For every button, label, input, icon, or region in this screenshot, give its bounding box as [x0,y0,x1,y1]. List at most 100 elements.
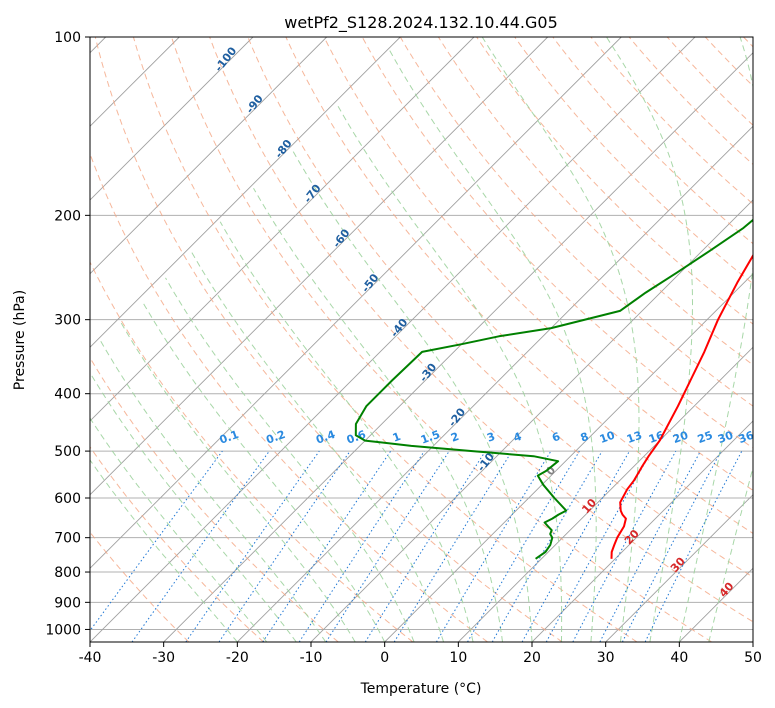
mixing-ratio-line [393,450,513,642]
moist-adiabat-line [142,301,386,642]
x-tick-label: -40 [79,650,102,666]
mixing-ratio-label: 0.2 [264,428,287,447]
moist-adiabat-line [388,49,597,642]
y-tick-label: 400 [54,387,81,403]
x-tick-label: 30 [597,650,615,666]
y-tick-label: 600 [54,491,81,507]
mixing-ratio-label: 8 [579,430,591,445]
x-tick-label: 50 [744,650,762,666]
mixing-ratio-label: 6 [550,430,562,445]
moist-adiabat-line [678,37,753,642]
x-tick-label: -20 [226,650,249,666]
dry-adiabat-line [94,37,563,642]
mixing-ratio-line [262,450,392,642]
isotherm-line [90,37,622,569]
mixing-ratio-line [521,450,630,642]
mixing-ratio-label: 2 [449,430,461,445]
isotherm-line [90,37,475,422]
isotherm-line [90,37,254,201]
mixing-ratio-label: 3 [485,430,497,445]
x-tick-label: 40 [670,650,688,666]
chart-title: wetPf2_S128.2024.132.10.44.G05 [284,13,558,33]
mixing-ratio-line [90,450,223,632]
axes: -40 -30 -20 -10 0 10 20 30 40 5010020030040050060… [45,30,762,666]
mixing-ratio-label: 16 [647,428,666,446]
mixing-ratio-label: 25 [696,429,715,446]
moist-adiabat-line [606,37,693,642]
profile-line [610,253,753,559]
isotherm-line [90,37,696,642]
dry-adiabat-line [247,37,753,578]
plot-area: 0.1 0.2 0.4 0.6 1 1.5 2 3 4 6 8 10 13 16 20 25 30 36-100-… [90,37,756,642]
moist-adiabat-line [190,251,445,642]
isotherm-line [236,125,753,642]
isotherm-line [90,37,401,348]
profile-series [354,218,753,560]
pressure-gridlines [90,37,753,630]
y-tick-label: 100 [54,30,81,46]
moist-adiabat-line [99,340,327,642]
y-tick-label: 500 [54,444,81,460]
x-tick-label: 20 [523,650,541,666]
y-tick-label: 900 [54,595,81,611]
moist-adiabat-line [219,221,474,642]
mixing-ratio-line [218,450,351,642]
moist-adiabat-line [291,149,533,642]
mixing-ratio-line [185,450,320,642]
x-tick-label: 0 [380,650,389,666]
skewed-isotherms [90,37,753,642]
dry-adiabats [90,37,753,642]
x-tick-label: -10 [300,650,323,666]
mixing-ratio-label: 0.4 [314,428,337,447]
dry-adiabat-line [90,446,264,642]
dry-adiabat-line [323,37,753,491]
mixing-ratio-lines [90,450,743,642]
moist-adiabat-line [90,459,238,642]
isotherm-line [163,52,753,642]
y-tick-label: 700 [54,531,81,547]
mixing-ratio-label: 10 [598,428,617,446]
dry-adiabat-line [171,37,712,642]
x-tick-label: 10 [449,650,467,666]
isotherm-line [90,37,549,496]
moist-adiabat-line [118,319,356,642]
mixing-ratio-label: 13 [625,429,644,446]
moist-adiabat-line [90,417,268,642]
mixing-ratio-label: 1.5 [419,428,442,447]
moist-adiabat-line [708,465,753,642]
moist-adiabats [90,37,753,642]
mixing-ratio-label: 0.6 [345,428,368,447]
mixing-ratio-label: 1 [391,430,403,445]
y-tick-label: 200 [54,208,81,224]
mixing-ratio-line [545,450,653,642]
moist-adiabat-line [253,187,503,642]
moist-adiabat-line [90,371,297,642]
dry-adiabat-line [285,37,753,535]
mixing-ratio-label: 4 [512,430,524,445]
dry-adiabat-line [476,37,753,325]
isotherm-line [384,273,753,642]
mixing-ratio-label: 0.1 [218,428,241,447]
y-axis-label: Pressure (hPa) [12,290,28,390]
dry-adiabat-line [132,37,638,642]
moist-adiabat-line [481,37,640,642]
isotherm-line [531,420,753,642]
plot-frame [89,36,754,643]
mixing-ratio-line [131,450,270,642]
mixing-ratio-label: 20 [671,428,690,446]
mixing-ratio-label: 36 [737,428,756,446]
profile-line [354,218,753,560]
x-tick-label: -30 [152,650,175,666]
dry-adiabat-line [90,260,414,642]
dry-adiabat-line [209,37,753,623]
isotherm-line [90,37,328,275]
mixing-ratio-label: 30 [716,428,735,446]
y-tick-label: 300 [54,313,81,329]
dry-adiabat-line [514,37,753,285]
isotherm-line [457,346,753,642]
moist-adiabat-line [165,277,415,642]
mixing-ratio-line [325,450,450,642]
mixing-ratio-line [298,450,425,642]
